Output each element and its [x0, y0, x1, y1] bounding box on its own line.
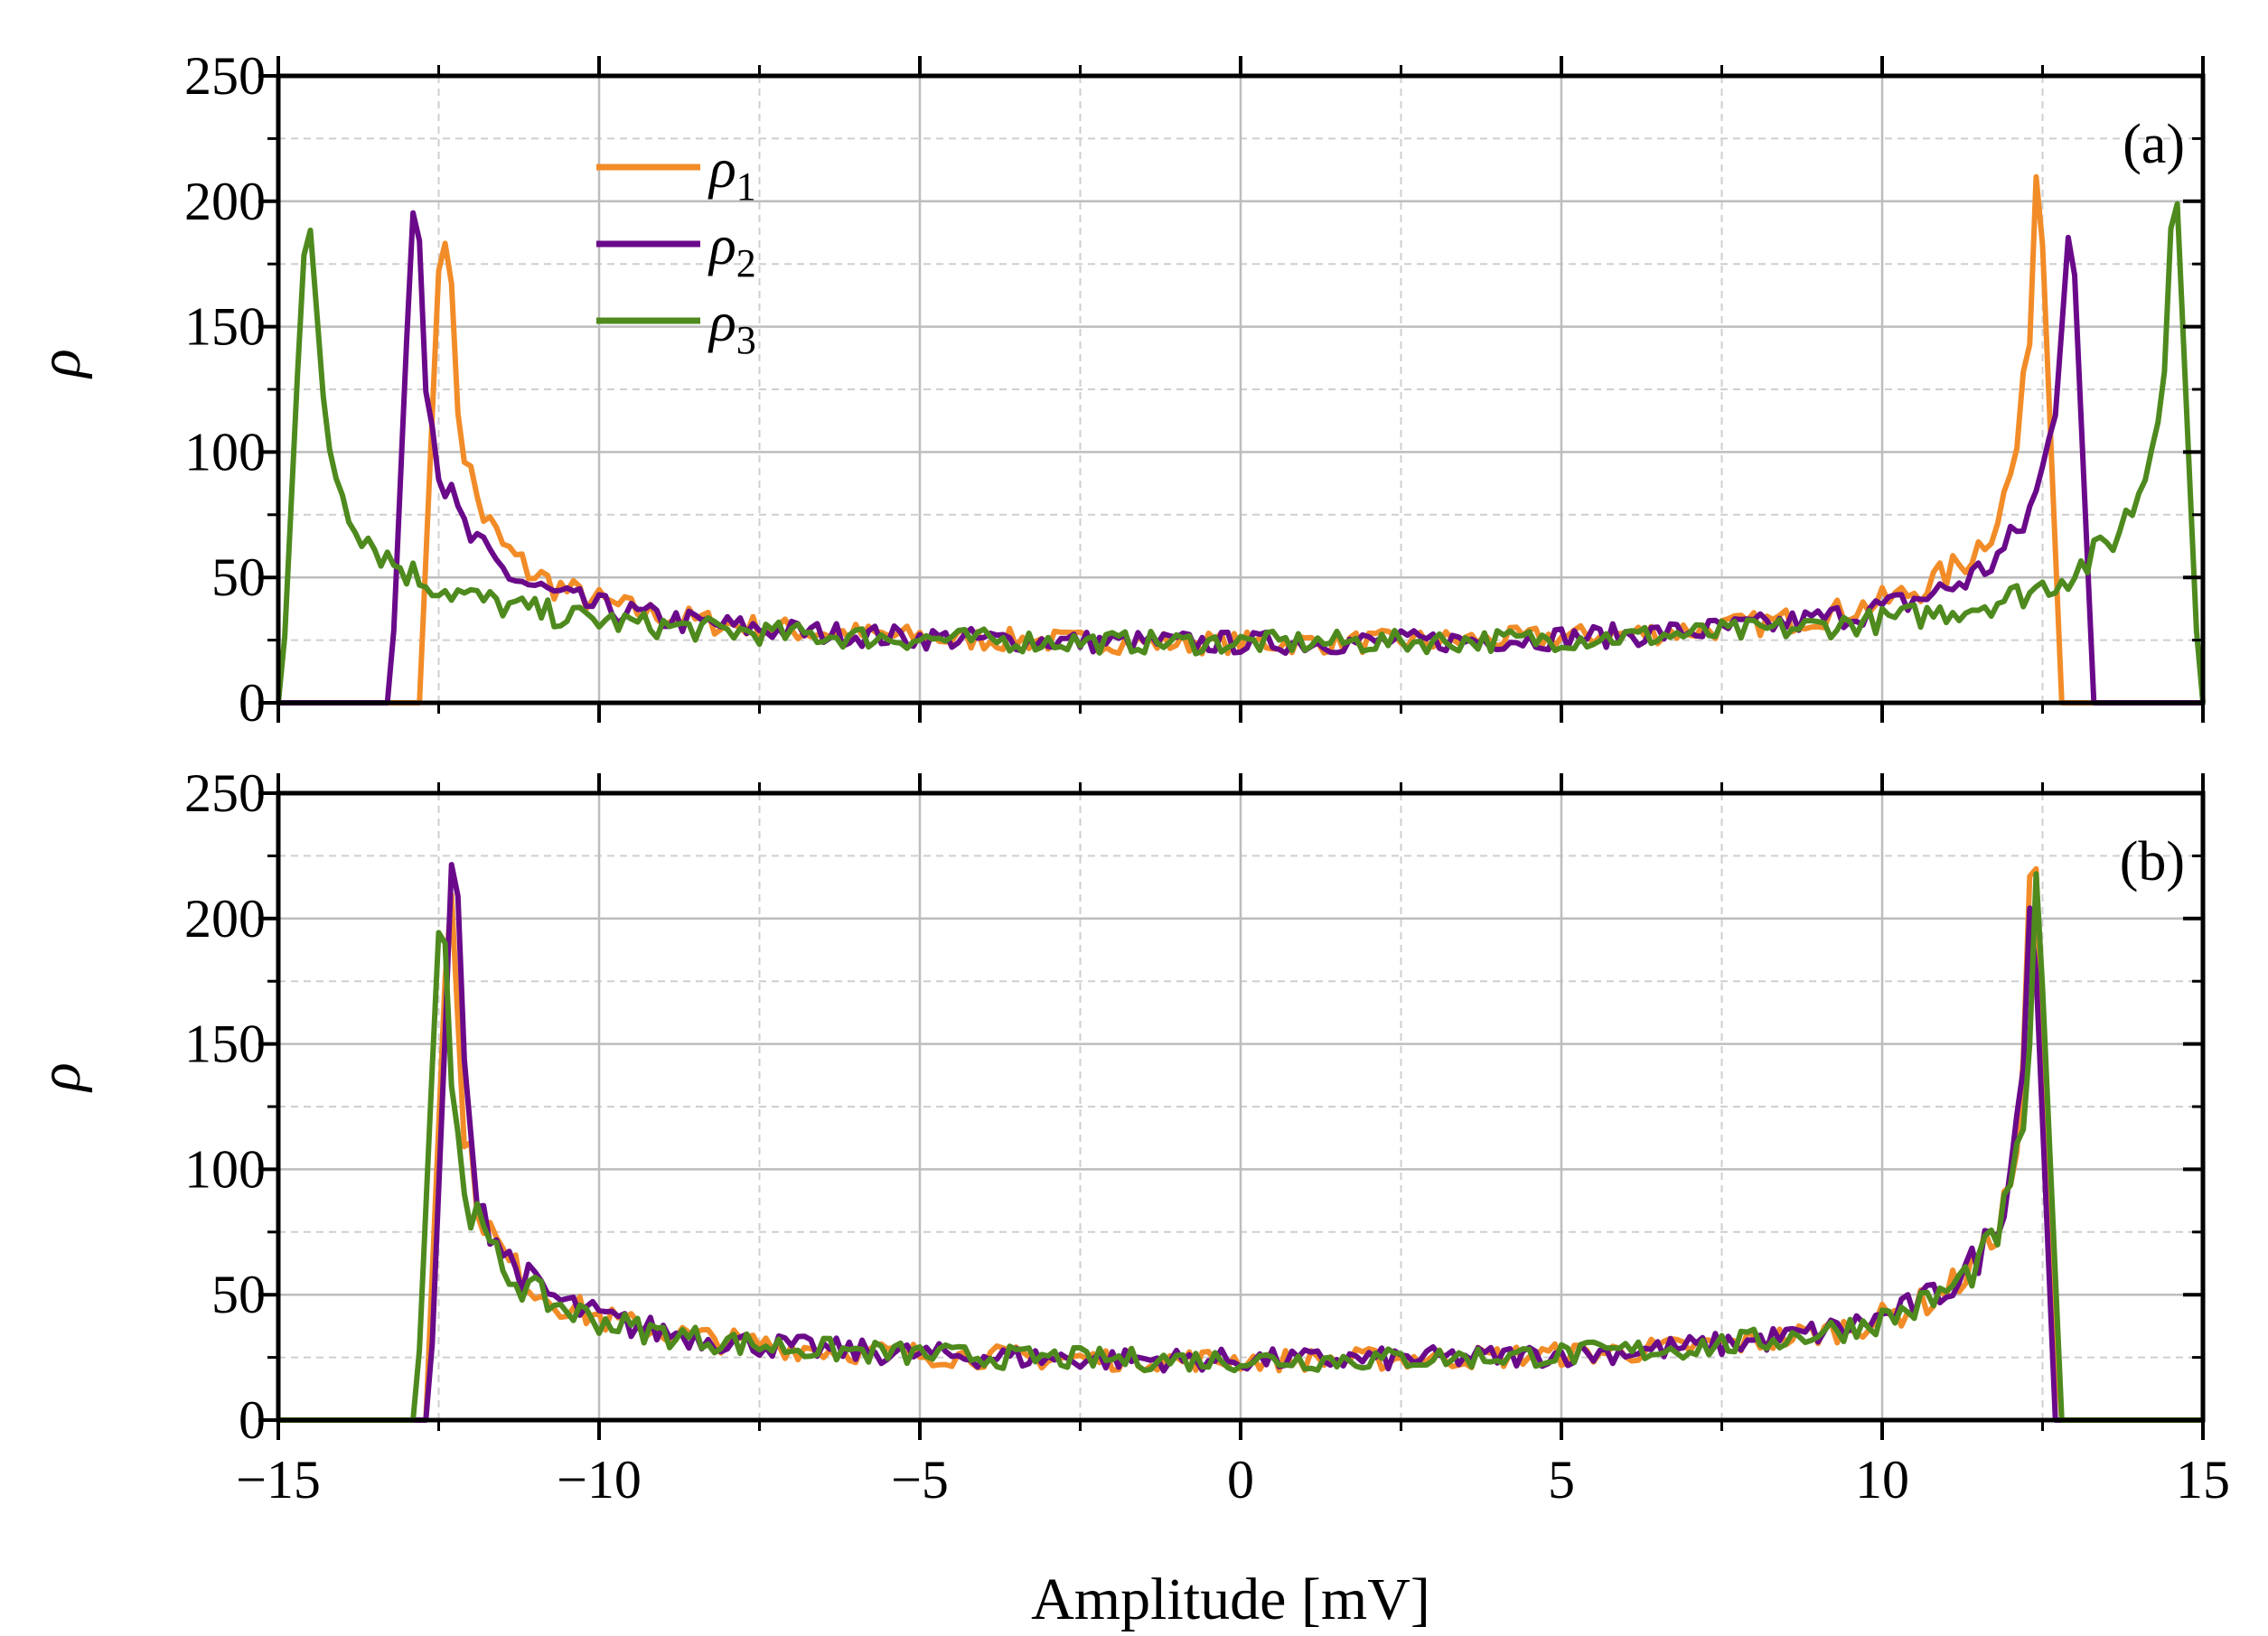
panel-tag: (a): [2123, 114, 2185, 175]
y-tick-label: 250: [184, 46, 266, 106]
legend-label-rho1: ρ1: [708, 138, 756, 209]
y-tick-label: 50: [211, 1265, 266, 1324]
y-axis-title-a: ρ: [27, 349, 93, 379]
x-tick-label: 0: [1227, 1450, 1254, 1510]
y-tick-label: 150: [184, 297, 266, 357]
y-tick-label: 0: [239, 673, 266, 733]
panel-b: 0 50 100 150 200 250 (b) −15 −10 −5 0 5 10 15: [184, 763, 2230, 1510]
x-tick-label: −5: [891, 1450, 949, 1510]
x-tick-label: 5: [1548, 1450, 1575, 1510]
y-tick-label: 200: [184, 172, 266, 231]
legend-label-rho2: ρ2: [708, 215, 756, 285]
x-tick-label: 10: [1855, 1450, 1909, 1510]
y-tick-label: 250: [184, 763, 266, 823]
y-axis-title-b: ρ: [27, 1062, 93, 1093]
x-tick-label: 15: [2176, 1450, 2230, 1510]
y-tick-label: 200: [184, 889, 266, 949]
y-tick-label: 50: [211, 547, 266, 607]
y-tick-label: 150: [184, 1014, 266, 1074]
panel-tag: (b): [2120, 831, 2185, 893]
x-axis-title: Amplitude [mV]: [1031, 1566, 1430, 1632]
series-line-rho3: [278, 871, 2203, 1423]
y-tick-label: 100: [184, 1139, 266, 1199]
series-line-rho3: [276, 201, 2206, 704]
x-tick-label: −15: [236, 1450, 321, 1510]
panel-a: 0 50 100 150 200 250 (a): [184, 46, 2206, 733]
series-line-rho2: [278, 210, 2203, 706]
x-tick-label: −10: [557, 1450, 642, 1510]
legend-label-rho3: ρ3: [708, 292, 756, 362]
y-tick-label: 100: [184, 422, 266, 481]
y-tick-label: 0: [239, 1390, 266, 1450]
